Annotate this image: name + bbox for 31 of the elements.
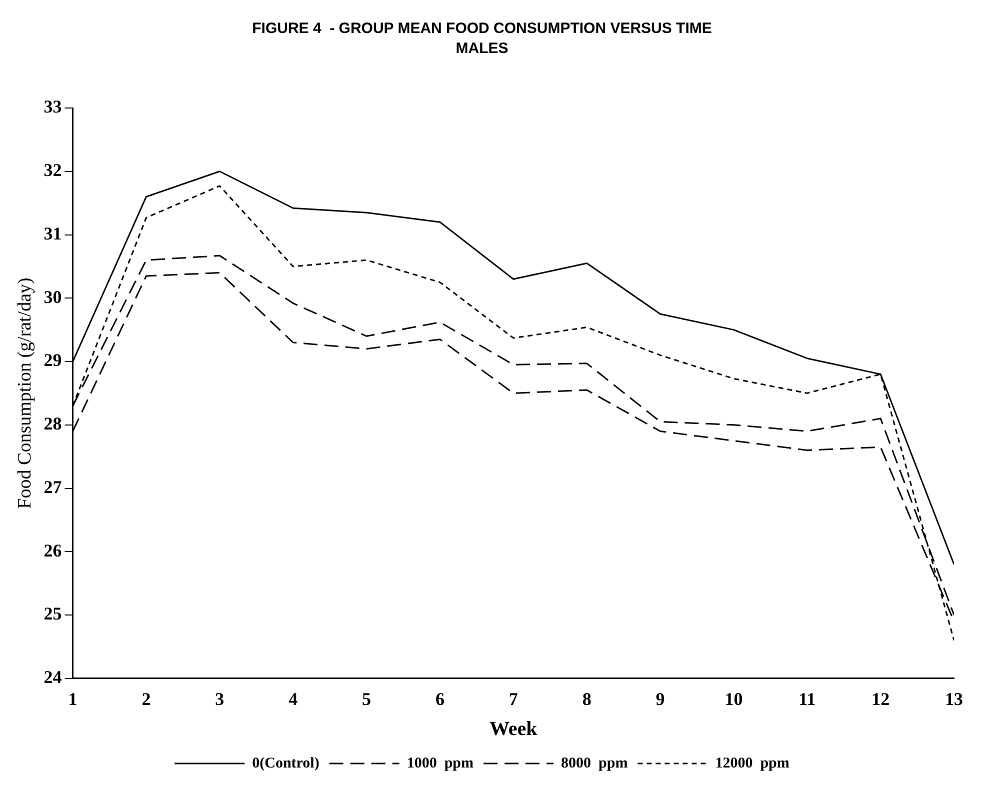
x-tick-label: 8 [582, 688, 592, 709]
y-tick-label: 30 [44, 286, 62, 307]
chart-subtitle: MALES [456, 40, 508, 58]
x-tick-label: 9 [656, 688, 665, 709]
chart-title: FIGURE 4 - GROUP MEAN FOOD CONSUMPTION VERSUS TIME [252, 20, 712, 38]
y-tick-label: 32 [44, 160, 62, 180]
x-tick-label: 2 [142, 688, 151, 709]
x-tick-label: 10 [724, 688, 743, 709]
x-tick-label: 13 [945, 688, 963, 709]
y-tick-label: 27 [44, 476, 62, 497]
legend-label: 1000 ppm [406, 755, 474, 772]
x-tick-label: 6 [435, 688, 444, 709]
y-tick-label: 29 [44, 350, 62, 370]
y-tick-label: 33 [44, 96, 62, 117]
y-tick-label: 28 [44, 414, 62, 434]
x-axis-title: Week [490, 718, 538, 740]
x-tick-label: 3 [215, 688, 224, 709]
legend-label: 0(Control) [252, 755, 320, 772]
legend-label: 12000 ppm [715, 755, 790, 772]
x-tick-label: 5 [362, 688, 372, 709]
y-axis-title: Food Consumption (g/rat/day) [14, 278, 36, 509]
x-tick-label: 1 [68, 688, 78, 709]
x-tick-label: 12 [872, 688, 890, 709]
x-tick-label: 7 [508, 688, 518, 709]
y-tick-label: 31 [44, 223, 62, 244]
y-tick-label: 26 [44, 540, 62, 560]
x-tick-label: 11 [798, 688, 816, 709]
y-tick-label: 25 [44, 604, 62, 624]
x-tick-label: 4 [288, 688, 298, 709]
y-tick-label: 24 [44, 667, 62, 688]
legend-label: 8000 ppm [561, 755, 628, 772]
